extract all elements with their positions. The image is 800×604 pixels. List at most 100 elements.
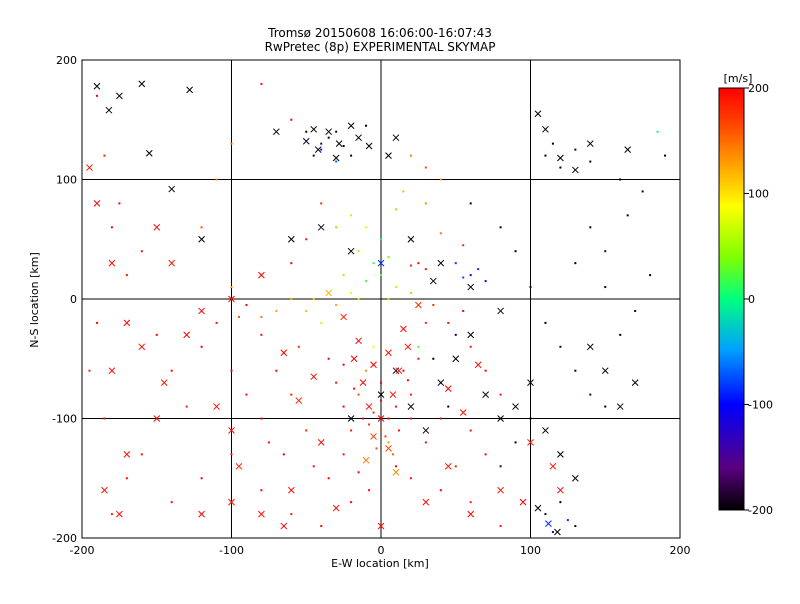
data-point-dot [275,369,278,372]
data-point-dot [387,441,390,444]
data-point-x [377,415,385,422]
data-point-dot [320,202,323,205]
data-point-x [527,439,534,446]
data-point-dot [574,148,577,151]
data-point-x [105,106,113,114]
chart-subtitle: RwPretec (8p) EXPERIMENTAL SKYMAP [265,40,496,54]
data-point-dot [424,166,427,169]
data-point-x [355,337,362,345]
data-point-dot [170,369,173,372]
data-point-dot [499,465,502,468]
data-point-x [101,486,108,494]
x-tick-label: 0 [378,544,385,557]
data-point-dot [394,405,397,408]
data-point-dot [447,405,450,408]
data-point-x [183,331,191,339]
data-point-dot [397,429,400,432]
data-point-dot [350,154,353,157]
data-point-x [407,235,415,243]
data-point-x [422,498,430,506]
data-point-x [586,343,594,351]
data-point-dot [342,453,345,456]
data-point-dot [439,178,442,181]
data-point-dot [335,160,338,163]
data-point-dot [353,387,356,390]
data-point-x [542,427,549,434]
data-point-x [365,142,373,150]
data-point-dot [559,501,562,504]
data-point-dot [387,417,390,420]
data-point-dot [499,226,502,229]
x-axis-ticks: -200 -100 0 100 200 [70,544,691,557]
data-point-x [586,140,594,148]
x-axis-label: E-W location [km] [331,557,429,570]
data-point-dot [312,154,315,157]
x-tick-label: 100 [520,544,541,557]
data-point-dot [380,399,382,402]
data-point-dot [424,202,427,205]
data-point-x [422,427,430,434]
data-point-x [228,295,235,303]
data-point-x [168,259,176,267]
data-point-x [377,259,385,267]
data-point-dot [200,477,203,480]
data-point-x [429,277,437,285]
data-point-x [519,498,527,506]
data-point-x [482,391,490,398]
data-point-x [228,498,235,506]
data-point-dot [320,321,323,324]
data-point-dot [551,142,554,145]
data-point-dot [260,315,263,318]
data-point-x [437,379,445,387]
data-point-dot [664,154,667,157]
data-point-dot [544,154,547,157]
data-point-x [385,445,392,452]
data-point-dot [275,309,278,312]
data-point-dot [424,268,427,271]
data-point-dot [409,292,412,295]
data-point-dot [529,417,532,420]
data-point-x [153,223,161,231]
data-point-dot [439,489,442,492]
data-point-dot [260,82,263,85]
colorbar-ticks: -200 -100 0 100 200 [744,82,773,517]
data-point-x [467,331,475,339]
data-point-dot [469,274,472,277]
data-point-x [437,259,445,267]
data-point-x [317,439,325,446]
data-point-x [415,301,422,309]
colorbar-tick-label: 0 [748,293,755,306]
data-point-x [467,283,475,291]
data-point-dot [424,321,427,324]
data-point-dot [589,226,592,229]
data-point-dot [380,429,382,432]
data-point-dot [387,298,390,300]
data-point-x [467,510,475,518]
data-point-x [138,343,146,351]
data-point-x [534,110,542,118]
data-point-dot [574,262,577,265]
data-point-dot [103,417,106,420]
data-point-dot [394,208,397,211]
data-point-x [310,125,318,133]
data-point-x [347,122,355,130]
data-point-dot [380,274,382,277]
data-point-dot [362,417,365,420]
data-point-dot [110,226,113,229]
data-point-dot [462,309,465,312]
colorbar-gradient [718,87,745,511]
data-point-x [392,134,400,142]
data-point-x [280,522,288,530]
data-point-dot [649,274,652,277]
data-point-x [198,510,205,518]
y-tick-label: -200 [52,532,77,545]
data-point-x [385,152,392,159]
data-point-dot [290,298,293,300]
data-point-dot [574,369,577,372]
data-point-dot [604,250,607,253]
data-point-dot [402,369,405,372]
data-point-dot [350,214,353,217]
data-point-x [145,149,153,157]
data-point-dot [384,435,387,438]
